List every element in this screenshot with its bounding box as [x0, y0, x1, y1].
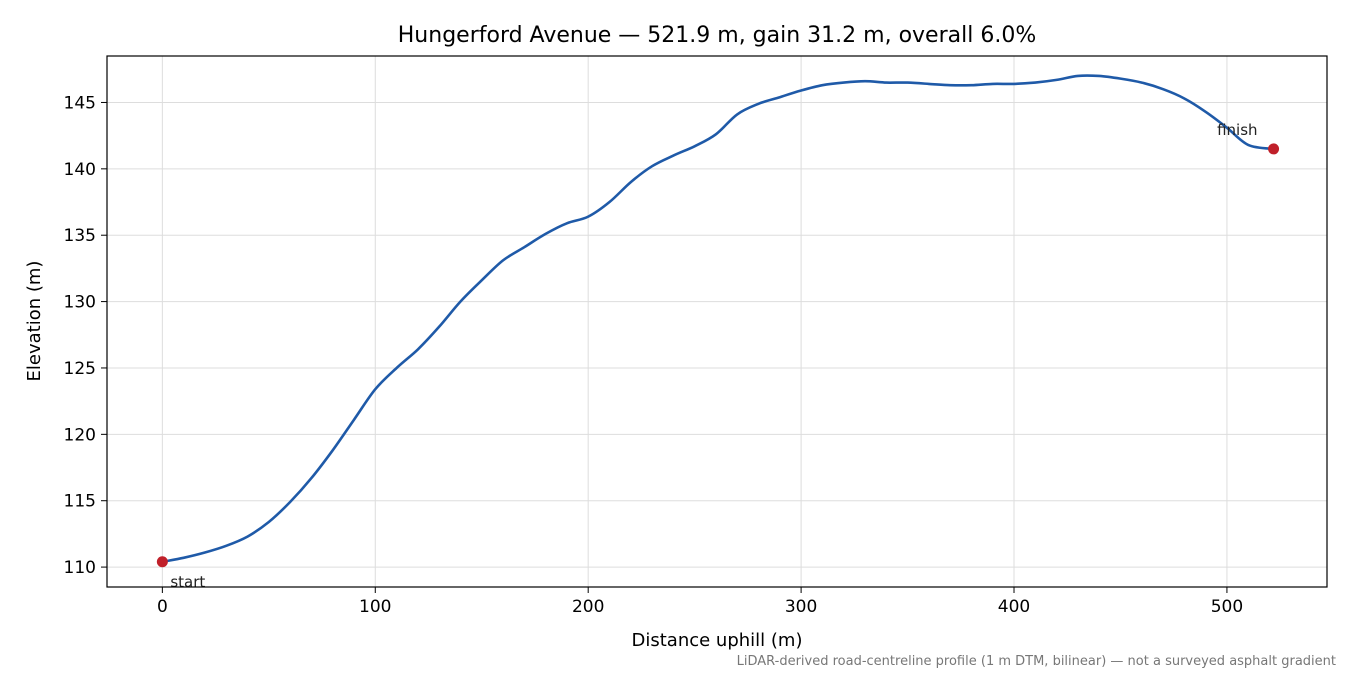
y-tick-label: 130	[64, 293, 96, 313]
finish-label: finish	[1217, 121, 1257, 139]
y-tick-label: 135	[64, 226, 96, 246]
x-tick-label: 400	[998, 597, 1030, 617]
x-tick-label: 300	[785, 597, 817, 617]
start-label: start	[170, 573, 205, 591]
x-tick-label: 0	[157, 597, 168, 617]
x-tick-label: 500	[1211, 597, 1243, 617]
elevation-line	[162, 74, 1274, 564]
chart-title: Hungerford Avenue — 521.9 m, gain 31.2 m…	[398, 23, 1036, 48]
x-tick-label: 200	[572, 597, 604, 617]
y-axis-label: Elevation (m)	[24, 261, 45, 382]
footnote: LiDAR-derived road-centreline profile (1…	[737, 654, 1336, 669]
y-tick-label: 145	[64, 93, 96, 113]
finish-marker	[1268, 143, 1280, 155]
y-tick-label: 115	[64, 492, 96, 512]
plot-frame	[106, 55, 1328, 588]
x-axis-label: Distance uphill (m)	[632, 630, 803, 651]
x-tick-label: 100	[359, 597, 391, 617]
y-tick-label: 140	[64, 160, 96, 180]
y-tick-label: 110	[64, 558, 96, 578]
start-marker	[156, 556, 168, 568]
y-tick-label: 120	[64, 425, 96, 445]
grid-layer	[107, 56, 1327, 587]
marker-layer: start finish	[156, 121, 1280, 591]
series-layer	[162, 74, 1274, 564]
tick-layer: 0 100 200 300 400 500 110 115 120 125 130 135 140 145	[64, 93, 1244, 617]
y-tick-label: 125	[64, 359, 96, 379]
